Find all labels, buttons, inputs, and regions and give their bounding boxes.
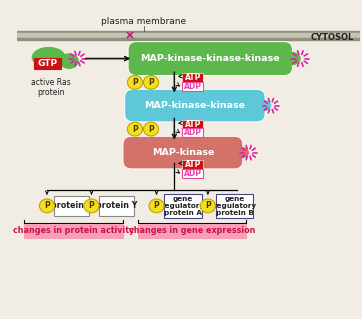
- Text: ATP: ATP: [185, 120, 201, 129]
- Circle shape: [84, 199, 99, 213]
- FancyBboxPatch shape: [216, 194, 253, 218]
- FancyBboxPatch shape: [55, 196, 89, 216]
- Text: P: P: [148, 125, 154, 134]
- Text: ADP: ADP: [184, 169, 202, 178]
- Text: P: P: [132, 78, 138, 87]
- Text: P: P: [89, 201, 94, 211]
- Text: P: P: [148, 78, 154, 87]
- Text: changes in protein activity: changes in protein activity: [13, 226, 134, 235]
- Text: P: P: [205, 201, 211, 211]
- Text: ADP: ADP: [184, 82, 202, 91]
- Text: active Ras
protein: active Ras protein: [31, 78, 71, 97]
- Text: plasma membrane: plasma membrane: [101, 17, 186, 26]
- Ellipse shape: [33, 48, 65, 67]
- Text: MAP-kinase: MAP-kinase: [152, 148, 214, 157]
- Ellipse shape: [257, 100, 270, 111]
- Circle shape: [200, 199, 215, 213]
- FancyBboxPatch shape: [182, 160, 203, 169]
- Circle shape: [149, 199, 164, 213]
- Text: protein Y: protein Y: [96, 201, 137, 211]
- Circle shape: [39, 199, 55, 213]
- Text: P: P: [44, 201, 50, 211]
- FancyBboxPatch shape: [182, 73, 203, 82]
- FancyBboxPatch shape: [164, 194, 202, 218]
- Text: ATP: ATP: [185, 73, 201, 82]
- Text: gene
regulatory
protein A: gene regulatory protein A: [162, 196, 205, 216]
- FancyBboxPatch shape: [128, 42, 292, 76]
- Circle shape: [143, 76, 159, 89]
- Circle shape: [143, 122, 159, 136]
- FancyBboxPatch shape: [34, 58, 61, 69]
- FancyBboxPatch shape: [24, 224, 123, 238]
- Ellipse shape: [235, 148, 248, 158]
- FancyBboxPatch shape: [99, 196, 134, 216]
- Text: protein X: protein X: [51, 201, 93, 211]
- Text: P: P: [132, 125, 138, 134]
- Text: changes in gene expression: changes in gene expression: [129, 226, 255, 235]
- Ellipse shape: [60, 54, 78, 68]
- FancyBboxPatch shape: [123, 136, 243, 169]
- FancyBboxPatch shape: [182, 129, 203, 137]
- Text: gene
regulatory
protein B: gene regulatory protein B: [213, 196, 256, 216]
- Text: GTP: GTP: [38, 59, 58, 68]
- Text: MAP-kinase-kinase: MAP-kinase-kinase: [144, 101, 245, 110]
- Text: MAP-kinase-kinase-kinase: MAP-kinase-kinase-kinase: [140, 54, 280, 63]
- FancyBboxPatch shape: [182, 120, 203, 129]
- FancyBboxPatch shape: [182, 169, 203, 177]
- FancyBboxPatch shape: [138, 224, 245, 238]
- Circle shape: [127, 122, 143, 136]
- Text: ADP: ADP: [184, 128, 202, 137]
- Text: ATP: ATP: [185, 160, 201, 169]
- Ellipse shape: [285, 53, 300, 64]
- Text: CYTOSOL: CYTOSOL: [311, 33, 354, 42]
- Circle shape: [127, 76, 143, 89]
- FancyBboxPatch shape: [125, 89, 265, 122]
- FancyBboxPatch shape: [182, 82, 203, 91]
- Text: P: P: [153, 201, 159, 211]
